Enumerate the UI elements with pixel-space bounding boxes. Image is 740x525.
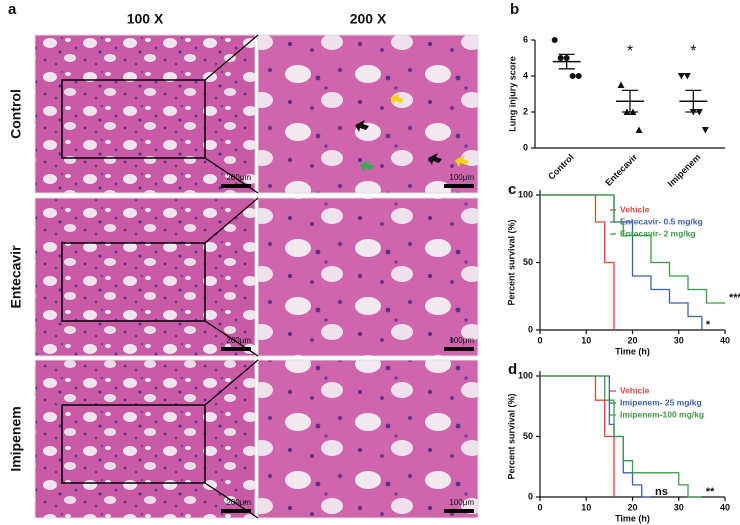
scale-bar [444, 509, 474, 513]
x-tick-label: 10 [581, 502, 591, 512]
y-tick-label: 0 [523, 142, 528, 152]
data-point [635, 126, 643, 133]
panel-label: d [508, 361, 517, 378]
x-tick-label: Imipenem [666, 152, 703, 189]
zoom-line [204, 482, 259, 519]
y-tick-label: 50 [523, 431, 533, 441]
scale-bar [221, 347, 251, 351]
x-tick-label: 30 [674, 502, 684, 512]
x-tick-label: 0 [537, 502, 542, 512]
zoom-line [204, 359, 259, 406]
scale-bar-label: 200μm [226, 336, 251, 345]
x-axis-label: Time (h) [615, 513, 650, 523]
legend-label: Entecavir- 2 mg/kg [620, 228, 696, 238]
significance: * [706, 319, 711, 331]
scale-bar-label: 100μm [449, 336, 474, 345]
legend-label: Vehicle [620, 385, 650, 395]
data-point [683, 73, 691, 80]
significance: ns [655, 486, 668, 498]
arrow [360, 160, 374, 172]
survival-curve [540, 375, 702, 498]
survival-curve [540, 194, 725, 304]
scale-bar [444, 347, 474, 351]
row-label: Control [8, 89, 24, 139]
y-axis-label: Lung injury score [507, 56, 517, 132]
column-header: 100 X [127, 11, 164, 27]
y-tick-label: 100 [518, 370, 533, 380]
y-tick-label: 2 [523, 106, 528, 116]
row-label: Entecavir [8, 245, 24, 309]
micrograph [257, 34, 479, 194]
zoom-line [204, 320, 259, 357]
zoom-box [61, 404, 206, 484]
legend-label: Imipenem- 25 mg/kg [620, 397, 702, 407]
data-point [701, 127, 709, 134]
scale-bar [221, 184, 251, 188]
significance: * [690, 43, 696, 60]
panel-label: b [510, 1, 519, 18]
zoom-box [61, 79, 206, 159]
zoom-line [204, 197, 259, 244]
y-tick-label: 0 [528, 491, 533, 501]
error-bar [558, 53, 575, 70]
y-tick-label: 100 [518, 189, 533, 199]
error-bar [685, 89, 702, 113]
x-tick-label: Entecavir [603, 152, 639, 188]
x-tick-label: 0 [537, 335, 542, 345]
scale-bar [444, 184, 474, 188]
data-point [617, 81, 625, 88]
data-point [569, 73, 576, 79]
legend-label: Entecavir- 0.5 mg/kg [620, 216, 703, 226]
data-point [677, 73, 685, 80]
data-point [575, 73, 582, 79]
error-bar [622, 89, 638, 113]
x-tick-label: 40 [720, 502, 730, 512]
x-tick-label: 20 [627, 335, 637, 345]
x-tick-label: 40 [720, 335, 730, 345]
row-label: Imipenem [8, 406, 24, 471]
y-tick-label: 4 [523, 70, 528, 80]
y-axis-label: Percent survival (%) [506, 219, 516, 305]
legend-label: Imipenem-100 mg/kg [620, 409, 704, 419]
x-axis-label: Time (h) [615, 346, 650, 356]
x-tick-label: 30 [674, 335, 684, 345]
arrow [355, 120, 369, 132]
zoom-box [61, 242, 206, 322]
survival-curve [540, 375, 615, 497]
x-tick-label: Control [546, 152, 576, 182]
scale-bar [221, 509, 251, 513]
data-point [551, 37, 558, 43]
panel-label: c [508, 181, 516, 198]
survival-curve [540, 194, 615, 330]
micrograph [257, 197, 479, 357]
zoom-line [204, 157, 259, 194]
y-tick-label: 50 [523, 257, 533, 267]
zoom-line [204, 34, 259, 81]
panel-label: a [8, 1, 17, 18]
significance: ** [706, 486, 715, 498]
survival-curve [540, 194, 703, 330]
y-axis-label: Percent survival (%) [506, 393, 516, 479]
arrow [455, 155, 469, 167]
significance: *** [729, 292, 740, 304]
x-tick-label: 20 [627, 502, 637, 512]
y-tick-label: 6 [523, 34, 528, 44]
legend-label: Vehicle [620, 204, 650, 214]
scale-bar-label: 100μm [449, 173, 474, 182]
arrow [390, 93, 404, 105]
arrow [428, 153, 442, 165]
scale-bar-label: 200μm [226, 173, 251, 182]
x-tick-label: 10 [581, 335, 591, 345]
scale-bar-label: 200μm [226, 498, 251, 507]
micrograph [257, 359, 479, 519]
y-tick-label: 0 [528, 324, 533, 334]
significance: * [627, 43, 633, 60]
scale-bar-label: 100μm [449, 498, 474, 507]
data-point [557, 55, 564, 61]
column-header: 200 X [350, 11, 387, 27]
